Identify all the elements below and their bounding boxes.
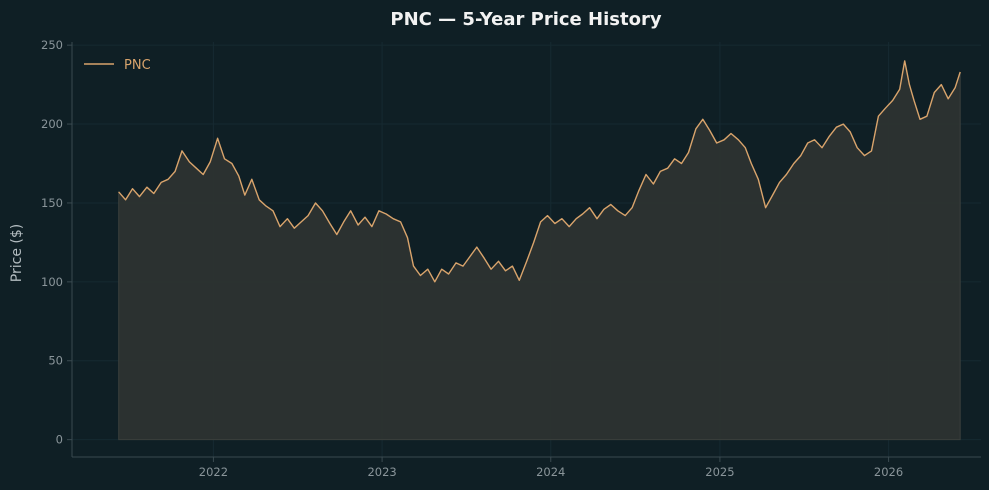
series-line-pnc xyxy=(118,60,961,283)
tick-labels: 0 50 100 150 200 250 2022 2023 2024 2025 2026 xyxy=(41,38,903,479)
y-tick-label: 200 xyxy=(41,117,63,131)
legend: PNC xyxy=(84,58,151,73)
y-tick-label: 0 xyxy=(56,433,63,447)
y-axis-label: Price ($) xyxy=(9,224,25,282)
x-tick-label: 2024 xyxy=(536,465,565,479)
y-tick-label: 150 xyxy=(41,196,63,210)
x-tick-label: 2022 xyxy=(199,465,228,479)
series-layer xyxy=(118,60,961,441)
x-tick-label: 2025 xyxy=(705,465,734,479)
chart-title: PNC — 5-Year Price History xyxy=(390,9,661,30)
x-tick-label: 2023 xyxy=(367,465,396,479)
y-tick-label: 100 xyxy=(41,275,63,289)
x-tick-label: 2026 xyxy=(874,465,903,479)
legend-label-pnc: PNC xyxy=(124,58,151,73)
axes xyxy=(67,42,981,462)
y-tick-label: 50 xyxy=(48,354,63,368)
y-tick-label: 250 xyxy=(41,38,63,52)
